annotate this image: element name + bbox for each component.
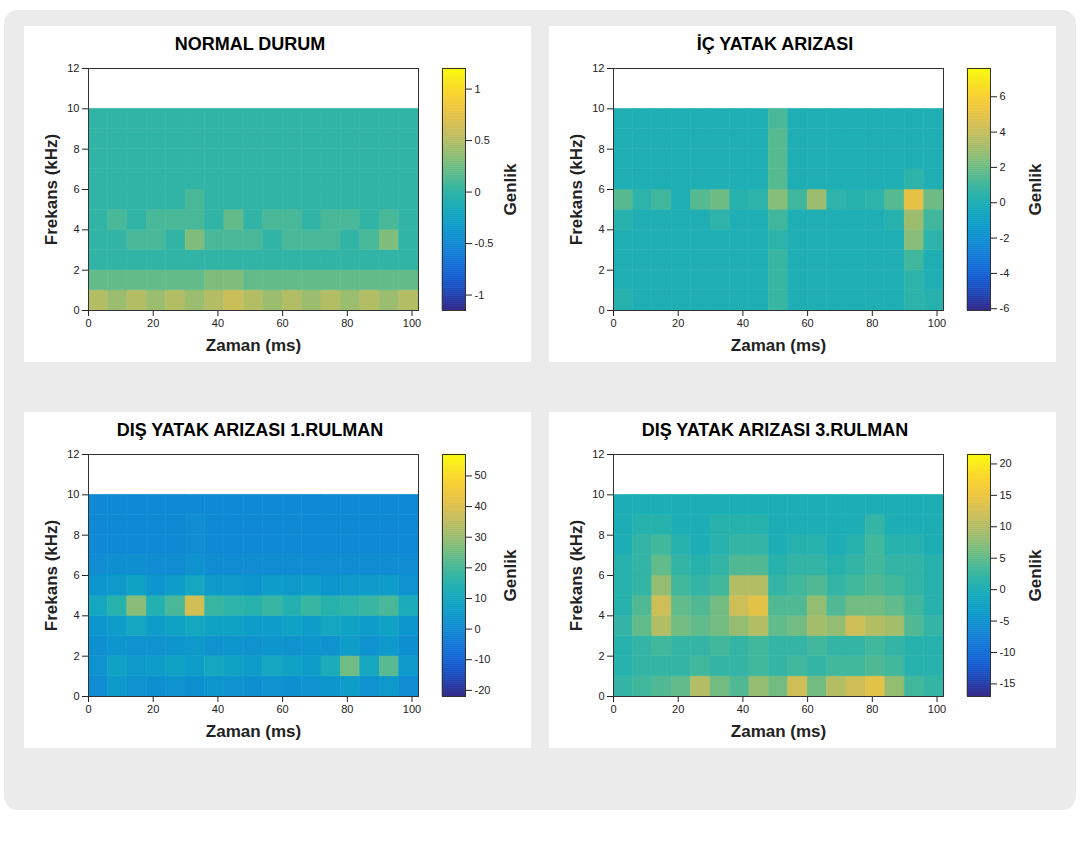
svg-text:0: 0 bbox=[1000, 196, 1006, 208]
svg-text:100: 100 bbox=[928, 317, 946, 329]
svg-text:6: 6 bbox=[73, 569, 79, 581]
html-text:İÇ YATAK ARIZASI: İÇ YATAK ARIZASI bbox=[696, 34, 854, 54]
svg-text:20: 20 bbox=[672, 703, 684, 715]
svg-text:Frekans (kHz): Frekans (kHz) bbox=[42, 520, 61, 631]
html-text:NORMAL DURUM: NORMAL DURUM bbox=[174, 34, 326, 54]
svg-text:100: 100 bbox=[403, 703, 421, 715]
svg-text:-10: -10 bbox=[1000, 646, 1016, 658]
svg-text:40: 40 bbox=[737, 317, 749, 329]
svg-text:20: 20 bbox=[147, 317, 159, 329]
svg-text:60: 60 bbox=[276, 317, 288, 329]
svg-text:60: 60 bbox=[276, 703, 288, 715]
svg-text:0: 0 bbox=[475, 186, 481, 198]
svg-text:20: 20 bbox=[1000, 457, 1012, 469]
svg-text:12: 12 bbox=[592, 62, 604, 74]
svg-text:40: 40 bbox=[212, 703, 224, 715]
svg-text:-4: -4 bbox=[1000, 267, 1010, 279]
svg-text:4: 4 bbox=[73, 609, 79, 621]
svg-text:40: 40 bbox=[212, 317, 224, 329]
svg-text:0: 0 bbox=[598, 690, 604, 702]
svg-text:10: 10 bbox=[592, 488, 604, 500]
svg-text:-2: -2 bbox=[1000, 232, 1010, 244]
svg-text:100: 100 bbox=[928, 703, 946, 715]
svg-text:Frekans (kHz): Frekans (kHz) bbox=[567, 520, 586, 631]
svg-text:Genlik: Genlik bbox=[1026, 549, 1045, 602]
svg-text:4: 4 bbox=[73, 223, 79, 235]
svg-text:8: 8 bbox=[73, 143, 79, 155]
svg-text:0: 0 bbox=[73, 304, 79, 316]
svg-text:30: 30 bbox=[475, 531, 487, 543]
svg-text:80: 80 bbox=[866, 703, 878, 715]
svg-text:-0.5: -0.5 bbox=[475, 237, 494, 249]
svg-text:10: 10 bbox=[592, 102, 604, 114]
svg-text:Zaman (ms): Zaman (ms) bbox=[206, 722, 301, 741]
html-text:DIŞ YATAK ARIZASI 1.RULMAN: DIŞ YATAK ARIZASI 1.RULMAN bbox=[116, 420, 384, 440]
svg-text:40: 40 bbox=[475, 500, 487, 512]
svg-text:2: 2 bbox=[598, 264, 604, 276]
svg-text:12: 12 bbox=[67, 448, 79, 460]
svg-text:20: 20 bbox=[147, 703, 159, 715]
svg-text:-20: -20 bbox=[475, 684, 491, 696]
svg-text:8: 8 bbox=[598, 143, 604, 155]
svg-text:2: 2 bbox=[73, 650, 79, 662]
svg-text:0: 0 bbox=[85, 703, 91, 715]
svg-text:-6: -6 bbox=[1000, 302, 1010, 314]
svg-text:Frekans (kHz): Frekans (kHz) bbox=[42, 134, 61, 245]
svg-text:4: 4 bbox=[598, 223, 604, 235]
svg-text:2: 2 bbox=[1000, 161, 1006, 173]
svg-text:6: 6 bbox=[1000, 90, 1006, 102]
svg-text:5: 5 bbox=[1000, 552, 1006, 564]
svg-text:8: 8 bbox=[598, 529, 604, 541]
svg-text:20: 20 bbox=[475, 561, 487, 573]
svg-text:2: 2 bbox=[598, 650, 604, 662]
svg-text:80: 80 bbox=[341, 703, 353, 715]
svg-text:Zaman (ms): Zaman (ms) bbox=[731, 722, 826, 741]
svg-text:-5: -5 bbox=[1000, 615, 1010, 627]
svg-text:Zaman (ms): Zaman (ms) bbox=[731, 336, 826, 355]
svg-text:10: 10 bbox=[475, 592, 487, 604]
svg-text:15: 15 bbox=[1000, 489, 1012, 501]
svg-text:-15: -15 bbox=[1000, 677, 1016, 689]
svg-text:Frekans (kHz): Frekans (kHz) bbox=[567, 134, 586, 245]
svg-text:50: 50 bbox=[475, 469, 487, 481]
svg-text:4: 4 bbox=[598, 609, 604, 621]
svg-text:0.5: 0.5 bbox=[475, 134, 490, 146]
svg-text:12: 12 bbox=[67, 62, 79, 74]
svg-text:4: 4 bbox=[1000, 126, 1006, 138]
svg-text:0: 0 bbox=[610, 703, 616, 715]
html-text:DIŞ YATAK ARIZASI 3.RULMAN: DIŞ YATAK ARIZASI 3.RULMAN bbox=[641, 420, 909, 440]
svg-text:0: 0 bbox=[475, 623, 481, 635]
svg-text:Genlik: Genlik bbox=[501, 549, 520, 602]
svg-text:-10: -10 bbox=[475, 653, 491, 665]
svg-text:6: 6 bbox=[598, 569, 604, 581]
svg-text:80: 80 bbox=[866, 317, 878, 329]
svg-text:0: 0 bbox=[1000, 583, 1006, 595]
svg-text:8: 8 bbox=[73, 529, 79, 541]
svg-text:Genlik: Genlik bbox=[501, 163, 520, 216]
svg-text:1: 1 bbox=[475, 83, 481, 95]
svg-text:100: 100 bbox=[403, 317, 421, 329]
svg-text:10: 10 bbox=[67, 488, 79, 500]
svg-text:80: 80 bbox=[341, 317, 353, 329]
svg-text:0: 0 bbox=[85, 317, 91, 329]
svg-text:0: 0 bbox=[73, 690, 79, 702]
svg-text:Genlik: Genlik bbox=[1026, 163, 1045, 216]
svg-text:Zaman (ms): Zaman (ms) bbox=[206, 336, 301, 355]
svg-text:2: 2 bbox=[73, 264, 79, 276]
svg-text:10: 10 bbox=[67, 102, 79, 114]
svg-text:60: 60 bbox=[801, 317, 813, 329]
svg-text:6: 6 bbox=[73, 183, 79, 195]
svg-text:20: 20 bbox=[672, 317, 684, 329]
svg-text:60: 60 bbox=[801, 703, 813, 715]
svg-text:6: 6 bbox=[598, 183, 604, 195]
svg-text:-1: -1 bbox=[475, 289, 485, 301]
svg-text:10: 10 bbox=[1000, 520, 1012, 532]
svg-text:12: 12 bbox=[592, 448, 604, 460]
svg-text:0: 0 bbox=[610, 317, 616, 329]
svg-text:40: 40 bbox=[737, 703, 749, 715]
svg-text:0: 0 bbox=[598, 304, 604, 316]
